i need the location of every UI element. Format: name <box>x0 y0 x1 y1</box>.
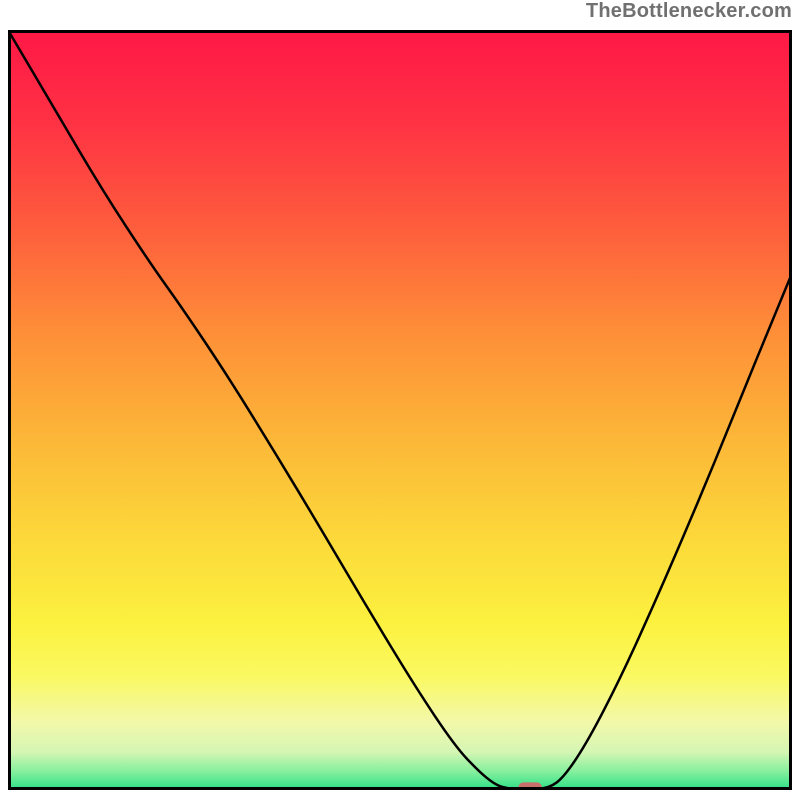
bottleneck-chart <box>8 30 792 790</box>
source-attribution: TheBottlenecker.com <box>586 0 792 23</box>
gradient-fill-area <box>8 30 792 790</box>
chart-svg <box>8 30 792 790</box>
